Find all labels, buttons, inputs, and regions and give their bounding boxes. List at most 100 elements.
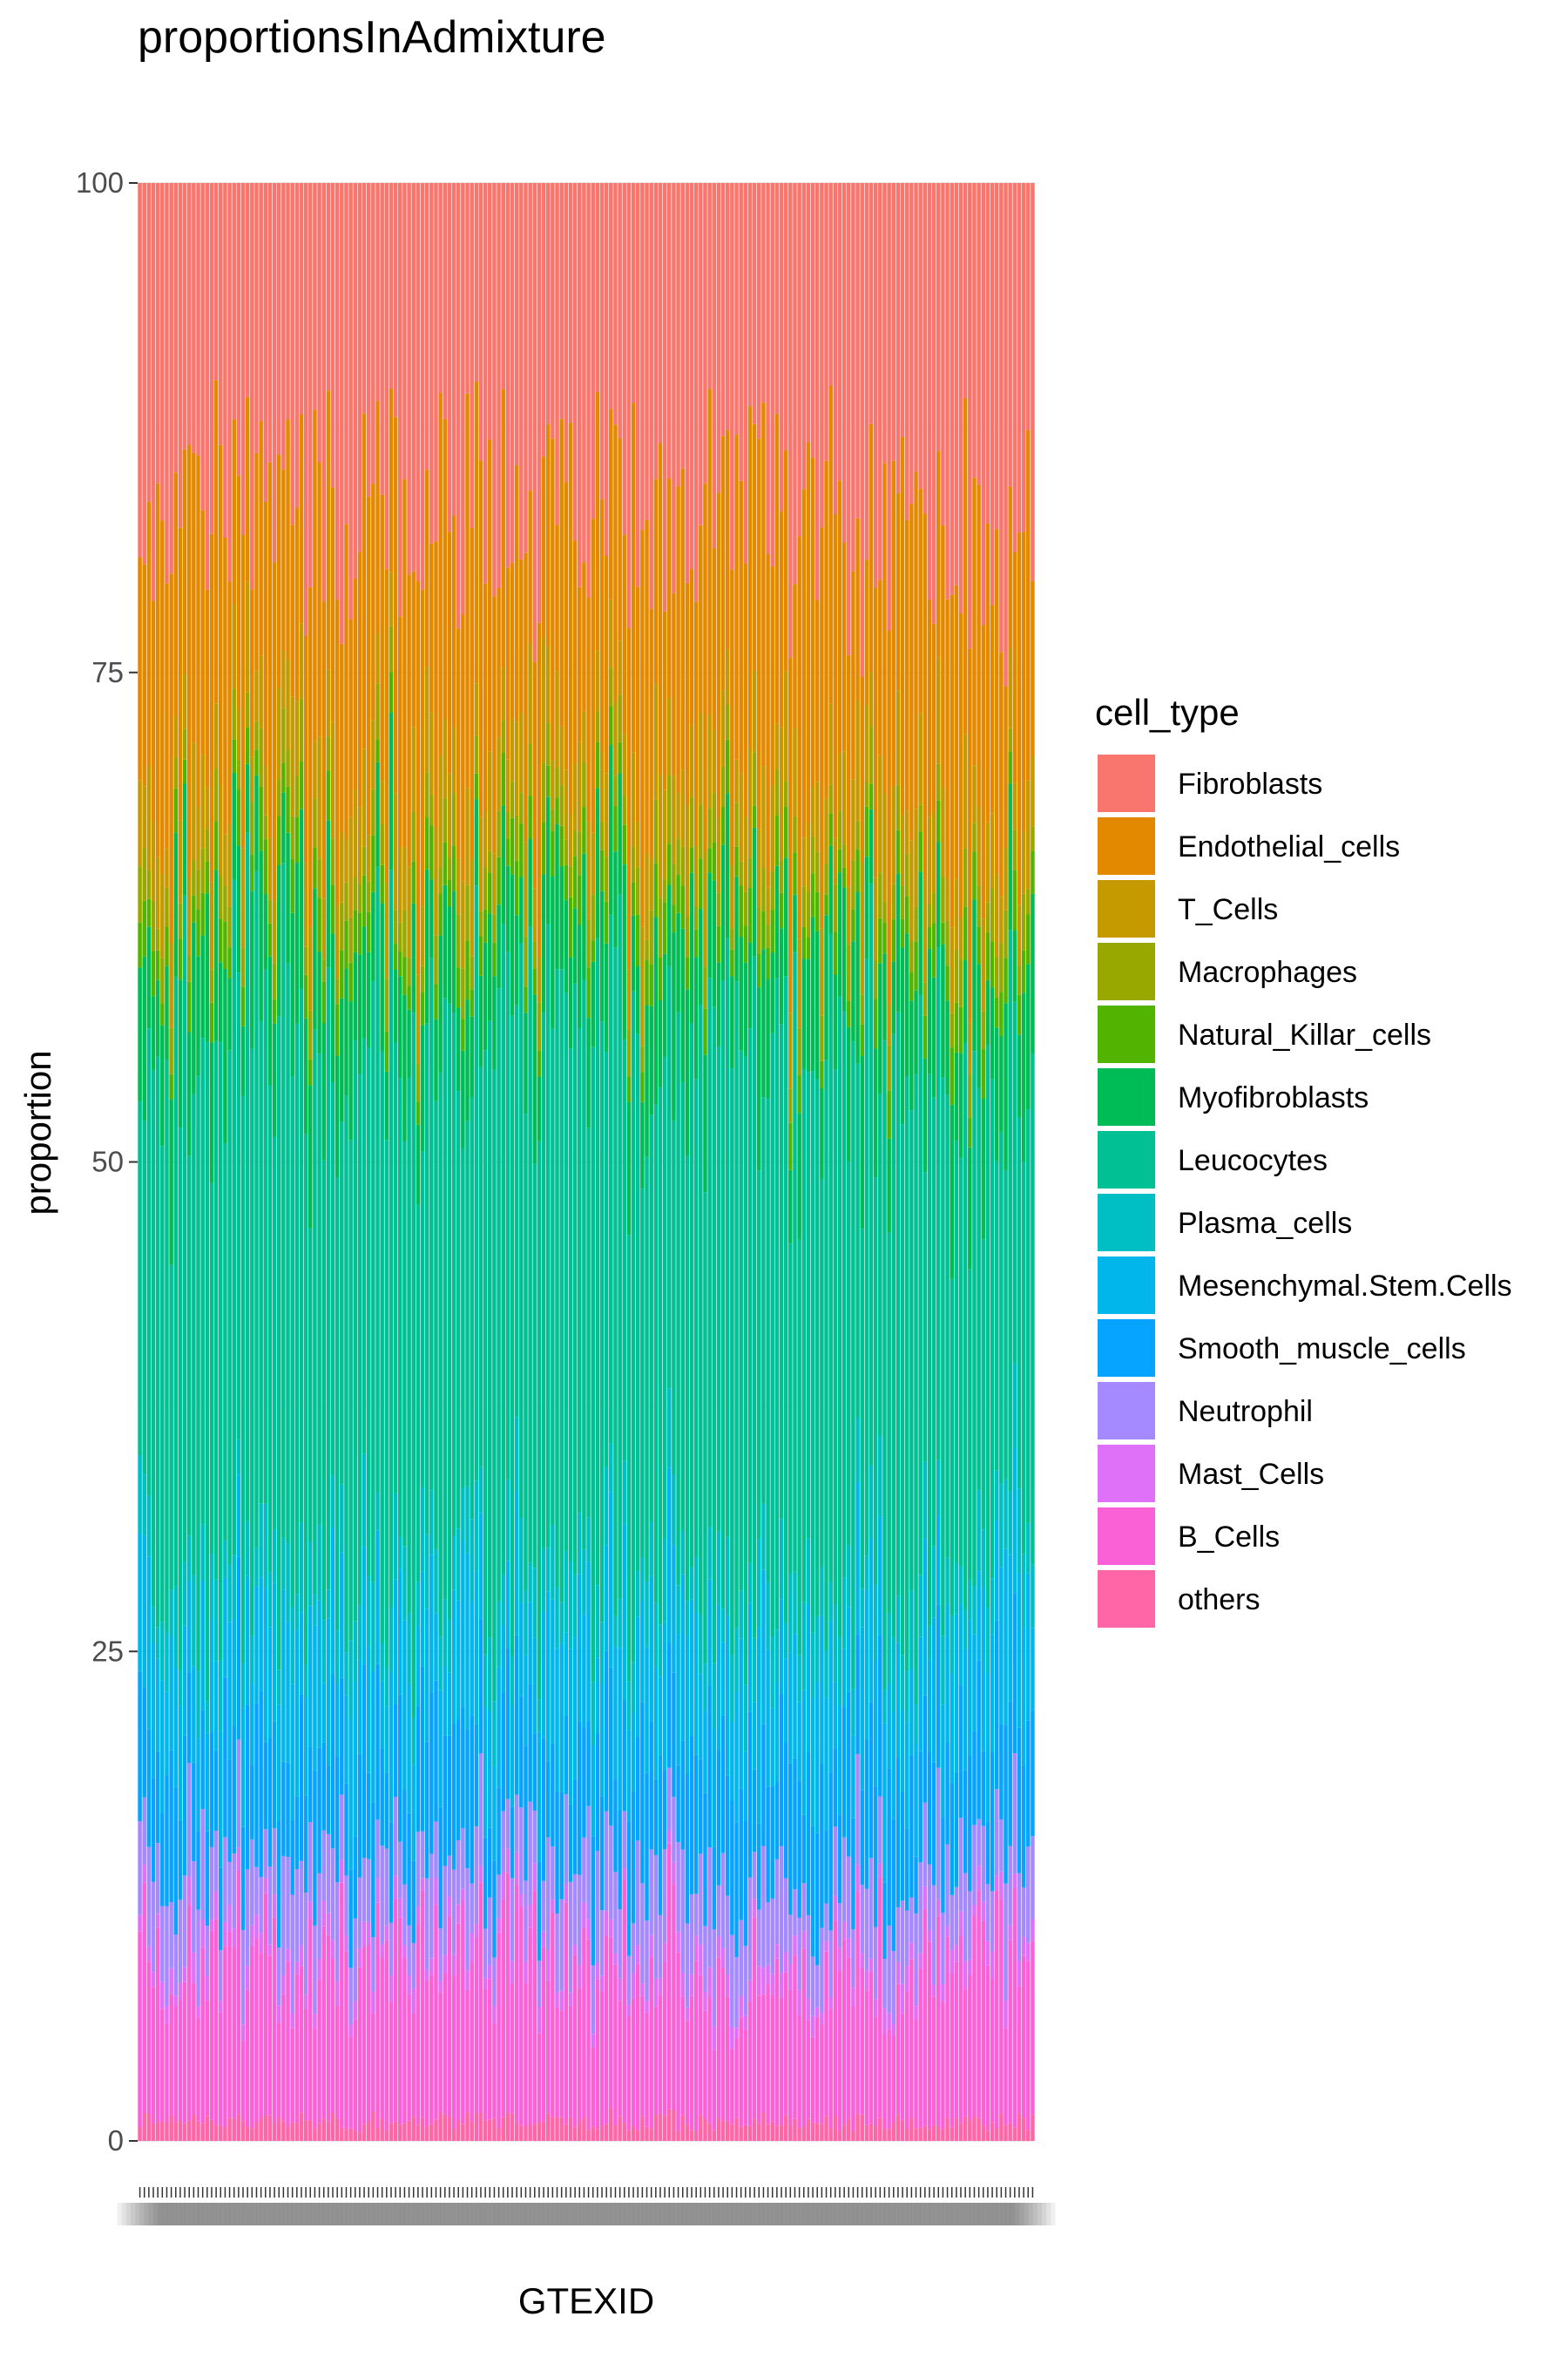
bar-segment — [541, 1012, 546, 1548]
bar-segment — [407, 1009, 411, 1078]
bar-segment — [591, 894, 595, 941]
bar-segment — [524, 1880, 528, 1961]
bar-segment — [326, 669, 331, 737]
bar-segment — [923, 982, 928, 1016]
bar-segment — [968, 2121, 972, 2141]
bar-segment — [353, 1836, 358, 1919]
bar-segment — [317, 735, 321, 859]
bar-segment — [793, 1889, 797, 1936]
bar-segment — [353, 1918, 358, 2001]
bar-segment — [689, 1974, 694, 1996]
bar-segment — [914, 809, 918, 907]
bar-segment — [676, 1634, 680, 1765]
bar-segment — [236, 2114, 241, 2141]
bar-segment — [747, 888, 753, 943]
bar-segment — [591, 1965, 595, 2035]
bar-segment — [545, 1949, 551, 1981]
bar-segment — [348, 1001, 353, 1141]
bar-segment — [551, 876, 555, 1029]
bar-segment — [618, 894, 622, 1599]
bar-segment — [613, 1872, 618, 1954]
bar-segment — [658, 1624, 663, 1677]
bar-segment — [555, 671, 559, 769]
bar-segment — [909, 1942, 914, 1960]
bar-segment — [662, 1056, 667, 1539]
bar-segment — [864, 1990, 869, 2125]
bar-segment — [416, 580, 421, 975]
bar-segment — [640, 1983, 645, 1996]
bar-segment — [456, 857, 461, 915]
bar-segment — [572, 762, 578, 831]
bar-segment — [851, 941, 855, 1042]
bar-segment — [564, 900, 569, 993]
bar-segment — [855, 1892, 860, 2114]
bar-segment — [537, 1961, 542, 2007]
bar-segment — [693, 183, 699, 602]
bar-segment — [801, 1931, 807, 1949]
bar-segment — [985, 1884, 990, 1941]
bar-segment — [837, 1947, 842, 1971]
bar-segment — [743, 183, 748, 564]
bar-segment — [752, 1769, 757, 1852]
bar-segment — [851, 571, 855, 780]
bar-segment — [366, 911, 371, 952]
bar-segment — [1012, 930, 1017, 1002]
bar-segment — [389, 713, 394, 870]
bar-segment — [914, 1913, 918, 2007]
bar-segment — [595, 391, 600, 651]
bar-segment — [344, 524, 348, 838]
x-tick-label — [314, 2203, 361, 2225]
bar-segment — [299, 1860, 304, 1946]
bar-segment — [578, 2122, 582, 2141]
bar-segment — [384, 979, 389, 1032]
bar-segment — [927, 1625, 932, 1660]
bar-segment — [281, 1855, 286, 1976]
bar-segment — [631, 1791, 636, 1924]
bar-segment — [860, 994, 864, 1025]
bar-segment — [582, 183, 586, 563]
bar-segment — [568, 1804, 573, 1882]
bar-segment — [725, 739, 730, 794]
bar-segment — [514, 1005, 519, 1418]
bar-segment — [1021, 1162, 1026, 1554]
bar-segment — [169, 1968, 173, 1995]
bar-segment — [146, 501, 152, 767]
x-tick-label — [870, 2203, 916, 2225]
bar-segment — [245, 183, 250, 397]
bar-segment — [411, 571, 416, 728]
bar-segment — [524, 183, 528, 553]
bar-segment — [730, 2123, 734, 2141]
bar-segment — [438, 2111, 443, 2141]
bar-segment — [1008, 647, 1012, 728]
bar-segment — [712, 2049, 717, 2130]
bar-segment — [545, 423, 551, 647]
bar-segment — [286, 749, 290, 787]
bar-segment — [672, 1545, 676, 1673]
bar-segment — [165, 2122, 169, 2141]
bar-segment — [223, 1921, 227, 1947]
x-tick-label — [547, 2203, 593, 2225]
bar-segment — [340, 998, 344, 1122]
bar-segment — [537, 1141, 542, 1700]
bar-segment — [407, 2120, 411, 2141]
bar-segment — [138, 557, 142, 781]
bar-segment — [294, 817, 300, 864]
bar-segment — [572, 1574, 578, 1638]
bar-segment — [357, 807, 362, 884]
bar-segment — [977, 926, 981, 965]
bar-segment — [532, 1810, 537, 1864]
bar-segment — [474, 1570, 479, 1724]
bar-segment — [699, 1004, 703, 1615]
bar-segment — [747, 183, 753, 407]
bar-segment — [752, 752, 757, 806]
bar-segment — [443, 183, 448, 419]
bar-segment — [317, 1600, 321, 1748]
x-tick-label — [893, 2203, 939, 2225]
bar-segment — [752, 805, 757, 828]
bar-segment — [1026, 1573, 1031, 1721]
bar-segment — [1012, 1447, 1017, 1594]
bar-segment — [402, 1546, 407, 1621]
bar-segment — [488, 1637, 492, 1712]
bar-segment — [559, 969, 564, 1602]
x-tick-label — [135, 2203, 181, 2225]
